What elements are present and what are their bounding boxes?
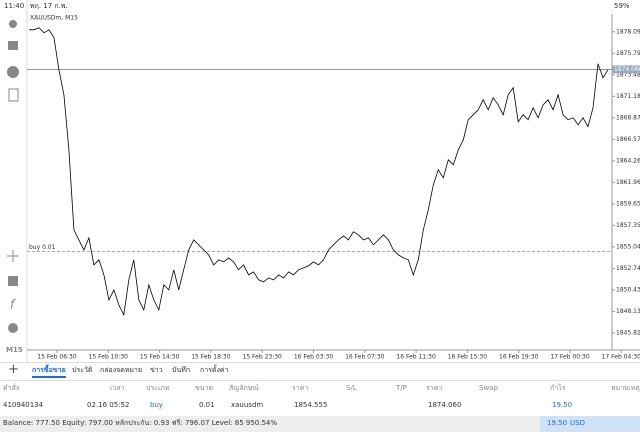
- y-tick-label: 1873.485: [616, 71, 640, 78]
- y-tick-label: 1861.960: [616, 179, 640, 186]
- y-tick-label: 1864.265: [616, 157, 640, 164]
- y-tick-label: 1848.130: [616, 308, 640, 315]
- profit-box: [540, 416, 640, 432]
- currency: USD: [570, 419, 585, 427]
- tab[interactable]: ประวัติ: [72, 366, 93, 374]
- x-tick-label: 15 Feb 18:30: [191, 354, 231, 361]
- y-tick-label: 1855.045: [616, 243, 640, 250]
- y-tick-label: 1878.095: [616, 28, 640, 35]
- icon-trade[interactable]: [8, 41, 18, 50]
- column-header: T/P: [396, 384, 407, 392]
- y-tick-label: 1845.825: [616, 329, 640, 336]
- x-tick-label: 16 Feb 11:30: [396, 354, 436, 361]
- add-button[interactable]: +: [8, 362, 19, 377]
- tab[interactable]: กล่องจดหมาย: [100, 366, 143, 374]
- tab[interactable]: การตั้งค่า: [200, 366, 229, 374]
- column-header: สัญลักษณ์: [229, 384, 259, 392]
- tab[interactable]: ข่าว: [150, 366, 163, 374]
- column-header: หมายเหตุ: [611, 384, 640, 392]
- account-summary: Balance: 777.50 Equity: 797.00 หลักประกั…: [3, 419, 278, 427]
- price-line: [29, 27, 609, 317]
- icon-indicators[interactable]: f: [10, 298, 16, 312]
- cell: 19.50: [552, 401, 573, 409]
- icon-account[interactable]: [9, 20, 17, 28]
- y-tick-label: 1852.740: [616, 265, 640, 272]
- tab-active[interactable]: การซื้อขาย: [32, 367, 66, 378]
- summary-bar: [0, 416, 640, 432]
- x-tick-label: 17 Feb 04:30: [602, 354, 640, 361]
- x-tick-label: 16 Feb 19:30: [499, 354, 539, 361]
- y-tick-label: 1871.180: [616, 93, 640, 100]
- tab-bar: [0, 362, 640, 381]
- tab[interactable]: บันทึก: [172, 366, 191, 374]
- column-header: ราคา: [426, 384, 443, 392]
- column-header: กำไร: [550, 384, 566, 392]
- column-header: เวลา: [110, 384, 125, 392]
- cell: 410940134: [3, 401, 44, 409]
- terminal-panel: + Balance: 777.50 Equity: 797.00 หลักประ…: [0, 362, 640, 447]
- y-tick-label: 1859.655: [616, 200, 640, 207]
- cell: 0.01: [199, 401, 215, 409]
- y-tick-label: 1850.435: [616, 286, 640, 293]
- chart: f XAUUSDm, M15 1878.0951875.7901873.4851…: [7, 0, 640, 362]
- bid-label: 1874.060: [614, 66, 640, 73]
- status-time: 11:40: [4, 2, 25, 10]
- y-tick-label: 1866.570: [616, 136, 640, 143]
- cell: 02.16 05:52: [87, 401, 130, 409]
- cell: xauusdm: [231, 401, 264, 409]
- column-header: คำสั่ง: [3, 384, 20, 392]
- column-header: ประเภท: [146, 384, 170, 392]
- icon-objects[interactable]: [8, 323, 18, 333]
- cell: 1854.555: [294, 401, 328, 409]
- cell: buy: [150, 401, 164, 409]
- column-header: S/L: [346, 384, 357, 392]
- x-tick-label: 17 Feb 00:30: [550, 354, 590, 361]
- sidebar-icons: f: [7, 20, 19, 333]
- x-tick-label: 15 Feb 06:30: [37, 354, 77, 361]
- column-header: ขนาด: [195, 384, 214, 392]
- bid-label-bg: [612, 65, 640, 74]
- x-tick-label: 15 Feb 23:30: [243, 354, 283, 361]
- x-tick-label: 15 Feb 14:30: [140, 354, 180, 361]
- y-tick-label: 1875.790: [616, 50, 640, 57]
- battery: 59%: [614, 2, 630, 10]
- x-tick-label: 16 Feb 07:30: [345, 354, 385, 361]
- column-header: ราคา: [292, 384, 309, 392]
- x-tick-label: 16 Feb 03:30: [294, 354, 334, 361]
- icon-doc[interactable]: [8, 88, 19, 102]
- timeframe[interactable]: M15: [6, 346, 23, 354]
- column-header: Swap: [479, 384, 498, 392]
- y-tick-label: 1857.350: [616, 222, 640, 229]
- cell: 1874.060: [428, 401, 462, 409]
- status-date: พฤ. 17 ก.พ.: [30, 2, 68, 10]
- chart-title: XAUUSDm, M15: [30, 15, 78, 22]
- x-tick-label: 15 Feb 10:30: [89, 354, 129, 361]
- icon-candles[interactable]: [8, 276, 18, 286]
- y-tick-label: 1868.875: [616, 114, 640, 121]
- order-line-label: buy 0.01: [29, 244, 56, 251]
- x-tick-label: 16 Feb 15:30: [448, 354, 488, 361]
- icon-chat[interactable]: [7, 66, 19, 78]
- total-profit: 19.50: [547, 419, 568, 427]
